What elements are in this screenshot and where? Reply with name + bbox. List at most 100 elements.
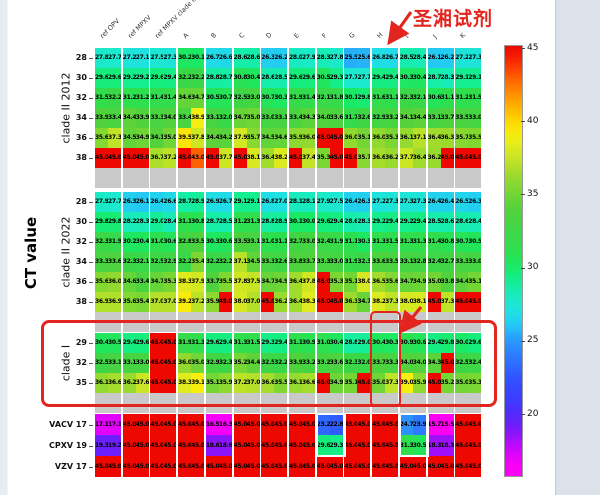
row-tick-mark <box>89 363 93 364</box>
row-label: 32 <box>75 237 87 246</box>
heatmap-cell: 33.5 <box>385 252 399 272</box>
heatmap-cell: 33.0 <box>246 88 260 108</box>
heatmap-cell: 34.9 <box>135 128 149 148</box>
row-label: 34 <box>75 113 87 122</box>
heatmap-cell: 45.0 <box>163 414 177 435</box>
heatmap-cell: 45.0 <box>455 435 469 456</box>
heatmap-cell: 27.5 <box>329 192 343 212</box>
heatmap-cell: 31.3 <box>399 232 413 252</box>
heatmap-cell: 36.6 <box>372 148 386 168</box>
column-header: B <box>209 31 218 40</box>
heatmap-cell: 45.0 <box>329 128 343 148</box>
heatmap-cell: 36.0 <box>344 128 358 148</box>
heatmap-cell: 28.8 <box>344 333 358 353</box>
heatmap-cell: 30.7 <box>218 88 232 108</box>
colorbar-tick-label: 35 <box>527 188 539 199</box>
heatmap-cell: 45.0 <box>357 456 371 477</box>
heatmap-cell: 37.3 <box>440 292 454 312</box>
heatmap-cell: 36.2 <box>427 148 441 168</box>
separator-block <box>372 168 399 188</box>
heatmap-cell: 45.0 <box>468 292 482 312</box>
colorbar-tick-label: 20 <box>527 408 539 419</box>
heatmap-cell: 29.6 <box>95 68 108 88</box>
heatmap-cell: 37.3 <box>385 373 399 393</box>
heatmap-cell: 33.0 <box>261 108 275 128</box>
heatmap-cell: 29.4 <box>385 212 399 232</box>
heatmap-cell: 35.0 <box>427 272 441 292</box>
heatmap-cell: 32.3 <box>399 88 413 108</box>
heatmap-cell: 35.3 <box>468 373 482 393</box>
heatmap-cell: 26.8 <box>372 48 386 68</box>
heatmap-cell: 45.0 <box>218 456 232 477</box>
heatmap-cell: 45.0 <box>288 435 302 456</box>
heatmap-cell: 29.3 <box>261 333 275 353</box>
heatmap-cell: 27.9 <box>95 192 108 212</box>
heatmap-cell: 35.1 <box>344 373 358 393</box>
separator-block <box>95 168 121 188</box>
heatmap-cell: 38.9 <box>191 108 205 128</box>
heatmap-cell: 33.6 <box>108 252 121 272</box>
heatmap-cell: 32.0 <box>357 353 371 373</box>
heatmap-cell: 26.7 <box>218 192 232 212</box>
heatmap-cell: 36.2 <box>122 373 136 393</box>
heatmap-cell: 31.2 <box>122 88 136 108</box>
heatmap-cell: 32.1 <box>135 252 149 272</box>
heatmap-cell: 38.2 <box>372 292 386 312</box>
heatmap-cell: 31.9 <box>344 252 358 272</box>
heatmap-cell: 34.0 <box>163 108 177 128</box>
heatmap-cell: 18.6 <box>205 435 219 456</box>
heatmap-cell: 29.6 <box>316 212 330 232</box>
heatmap-cell: 26.1 <box>135 192 149 212</box>
column-header: F <box>320 31 329 40</box>
heatmap-cell: 30.3 <box>399 68 413 88</box>
separator-block <box>372 393 399 413</box>
heatmap-cell: 45.0 <box>122 414 136 435</box>
heatmap-cell: 45.0 <box>150 353 164 373</box>
row-label: 35 <box>75 378 87 387</box>
heatmap-cell: 33.6 <box>372 252 386 272</box>
heatmap-cell: 45.0 <box>316 456 330 477</box>
heatmap-cell: 35.9 <box>288 128 302 148</box>
heatmap-cell: 30.5 <box>205 88 219 108</box>
heatmap-cell: 38.1 <box>246 148 260 168</box>
heatmap-cell: 34.7 <box>399 272 413 292</box>
heatmap-cell: 45.0 <box>261 414 275 435</box>
heatmap-cell: 36.3 <box>440 128 454 148</box>
heatmap-cell: 31.5 <box>468 88 482 108</box>
heatmap-cell: 35.1 <box>205 373 219 393</box>
heatmap-cell: 37.4 <box>301 148 315 168</box>
heatmap-cell: 31.7 <box>344 108 358 128</box>
heatmap-cell: 45.0 <box>455 456 469 477</box>
heatmap-cell: 32.6 <box>274 252 288 272</box>
heatmap-cell: 36.0 <box>301 128 315 148</box>
heatmap-cell: 26.7 <box>205 48 219 68</box>
heatmap-cell: 45.0 <box>357 435 371 456</box>
heatmap-cell: 34.5 <box>261 128 275 148</box>
column-header: ref MPXV clade II <box>153 0 199 41</box>
separator-block <box>344 393 371 413</box>
window-edge-strip <box>0 0 8 495</box>
heatmap-cell: 27.5 <box>150 48 164 68</box>
heatmap-cell: 32.5 <box>455 353 469 373</box>
heatmap-cell: 37.3 <box>385 292 399 312</box>
colorbar-tick-label: 25 <box>527 335 539 346</box>
white-highlight-box-f <box>315 413 346 457</box>
separator-block <box>205 168 232 188</box>
heatmap-cell: 36.0 <box>372 128 386 148</box>
heatmap-cell: 31.0 <box>261 232 275 252</box>
heatmap-cell: 30.6 <box>163 232 177 252</box>
heatmap-cell: 45.0 <box>316 272 330 292</box>
heatmap-cell: 29.4 <box>385 68 399 88</box>
heatmap-cell: 29.6 <box>288 68 302 88</box>
heatmap-cell: 28.6 <box>233 48 247 68</box>
heatmap-cell: 32.9 <box>163 252 177 272</box>
heatmap-cell: 29.2 <box>399 212 413 232</box>
heatmap-cell: 34.5 <box>122 128 136 148</box>
heatmap-cell: 30.5 <box>108 333 121 353</box>
heatmap-cell: 45.0 <box>205 456 219 477</box>
heatmap-cell: 29.6 <box>150 68 164 88</box>
heatmap-cell: 35.5 <box>218 272 232 292</box>
separator-block <box>178 393 205 413</box>
heatmap-cell: 34.7 <box>357 292 371 312</box>
heatmap-cell: 35.1 <box>468 272 482 292</box>
